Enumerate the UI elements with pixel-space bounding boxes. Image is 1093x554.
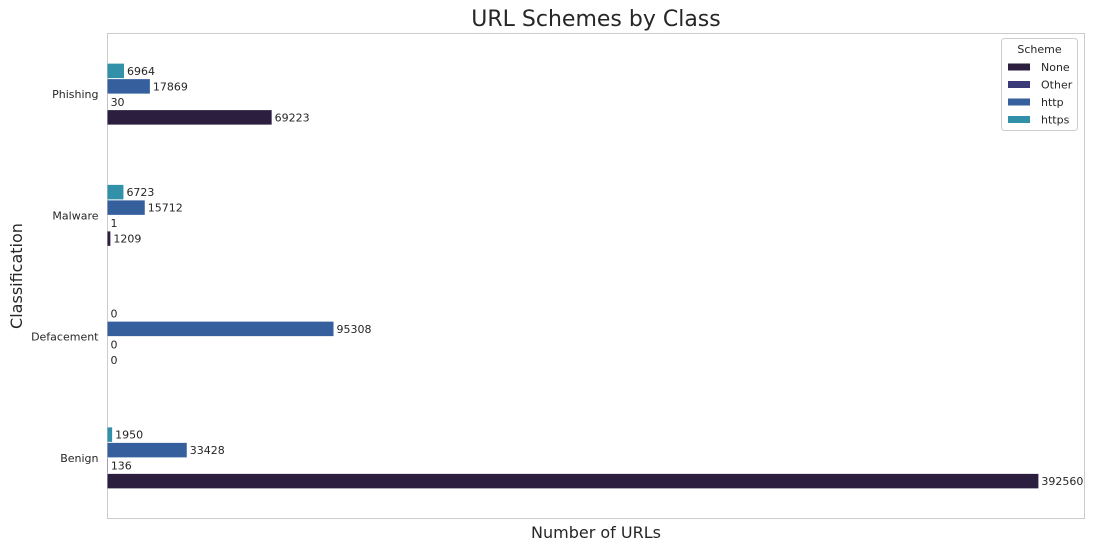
bar-none-phishing — [108, 110, 272, 125]
data-label: 33428 — [190, 444, 225, 457]
bar-none-malware — [108, 231, 111, 246]
legend-swatch-other — [1008, 81, 1030, 88]
bar-http-phishing — [108, 79, 150, 94]
data-label: 30 — [111, 96, 125, 109]
data-label: 392560 — [1041, 475, 1083, 488]
y-tick-label: Benign — [60, 452, 98, 465]
data-label: 0 — [111, 338, 118, 351]
bar-http-benign — [108, 443, 187, 458]
bar-https-benign — [108, 427, 113, 442]
x-axis-label: Number of URLs — [531, 523, 661, 542]
legend-swatch-https — [1008, 116, 1030, 123]
y-tick-labels: Phishing Malware Defacement Benign — [31, 88, 99, 465]
data-label: 1 — [111, 217, 118, 230]
data-label: 1950 — [115, 429, 143, 442]
data-label: 6964 — [127, 65, 155, 78]
bar-http-malware — [108, 200, 145, 215]
legend-swatch-none — [1008, 64, 1030, 71]
data-label: 6723 — [126, 186, 154, 199]
legend-label: None — [1041, 61, 1070, 74]
bar-http-defacement — [108, 322, 334, 337]
chart-title: URL Schemes by Class — [471, 7, 720, 32]
legend-label: Other — [1041, 79, 1073, 92]
data-label: 69223 — [275, 111, 310, 124]
data-label: 1209 — [113, 233, 141, 246]
legend: Scheme None Other http https — [1002, 39, 1078, 131]
data-label: 0 — [111, 307, 118, 320]
bar-none-benign — [108, 474, 1039, 489]
data-label: 17869 — [153, 80, 188, 93]
legend-label: https — [1041, 114, 1070, 127]
y-tick-label: Phishing — [52, 88, 98, 101]
legend-label: http — [1041, 96, 1064, 109]
plot-area — [108, 34, 1085, 519]
y-tick-label: Defacement — [31, 331, 99, 344]
legend-title: Scheme — [1017, 43, 1061, 56]
y-axis-label: Classification — [7, 223, 26, 329]
data-label: 15712 — [148, 202, 183, 215]
data-label: 0 — [111, 354, 118, 367]
y-tick-label: Malware — [52, 209, 98, 222]
bar-https-phishing — [108, 64, 125, 79]
data-label: 136 — [111, 460, 132, 473]
legend-swatch-http — [1008, 99, 1030, 106]
bar-https-malware — [108, 185, 124, 200]
data-label: 95308 — [337, 323, 372, 336]
